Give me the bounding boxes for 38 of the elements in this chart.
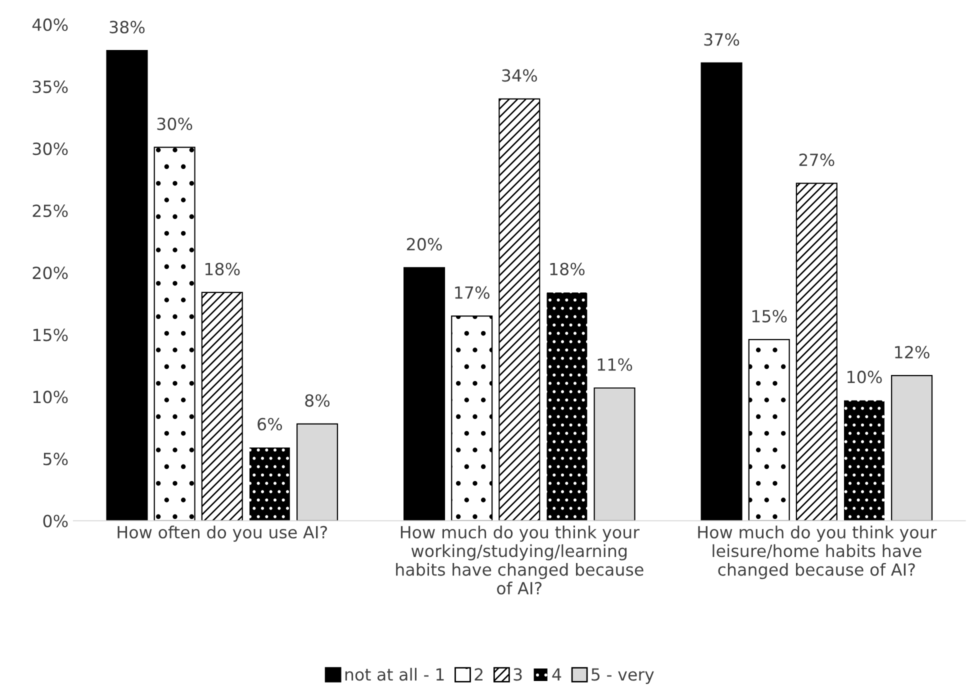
y-tick-label: 5%: [43, 452, 68, 466]
legend-label: not at all - 1: [345, 668, 444, 681]
data-label: 15%: [752, 310, 787, 322]
data-label: 37%: [704, 33, 740, 46]
data-label: 20%: [406, 238, 442, 251]
x-tick-label: How much do you think your leisure/home habits have changed because of AI?: [698, 526, 937, 580]
y-tick-label: 25%: [32, 204, 68, 218]
legend-label: 2: [474, 668, 482, 681]
data-label: 18%: [550, 262, 585, 276]
x-tick-label: How much do you think your working/studying/learning habits have changed because of AI?: [396, 526, 644, 595]
data-label: 27%: [799, 154, 834, 166]
data-label: 8%: [305, 394, 330, 407]
data-label: 6%: [258, 418, 282, 430]
bar: [844, 400, 884, 521]
data-label: 12%: [895, 346, 930, 358]
y-tick-label: 30%: [32, 142, 68, 156]
y-tick-label: 10%: [33, 390, 68, 404]
data-label: 10%: [848, 370, 882, 384]
data-label: 11%: [598, 358, 632, 371]
bar: [404, 267, 446, 521]
data-label: 30%: [157, 118, 192, 130]
y-tick-label: 35%: [32, 80, 68, 94]
y-tick-label: 15%: [33, 328, 68, 342]
y-tick-label: 40%: [32, 18, 68, 32]
data-label: 34%: [502, 69, 537, 82]
data-label: 18%: [205, 262, 240, 276]
bar: [700, 62, 742, 521]
bar: [249, 448, 290, 521]
legend-label: 5 - very: [592, 668, 654, 684]
data-label: 38%: [110, 20, 145, 34]
data-label: 17%: [455, 286, 490, 299]
bar: [546, 292, 588, 521]
bar: [106, 50, 148, 521]
y-tick-label: 20%: [32, 266, 68, 280]
y-tick-label: 0%: [43, 514, 68, 528]
x-tick-label: How often do you use AI?: [118, 526, 327, 542]
legend-label: 3: [514, 668, 522, 681]
legend-label: 4: [552, 668, 562, 681]
